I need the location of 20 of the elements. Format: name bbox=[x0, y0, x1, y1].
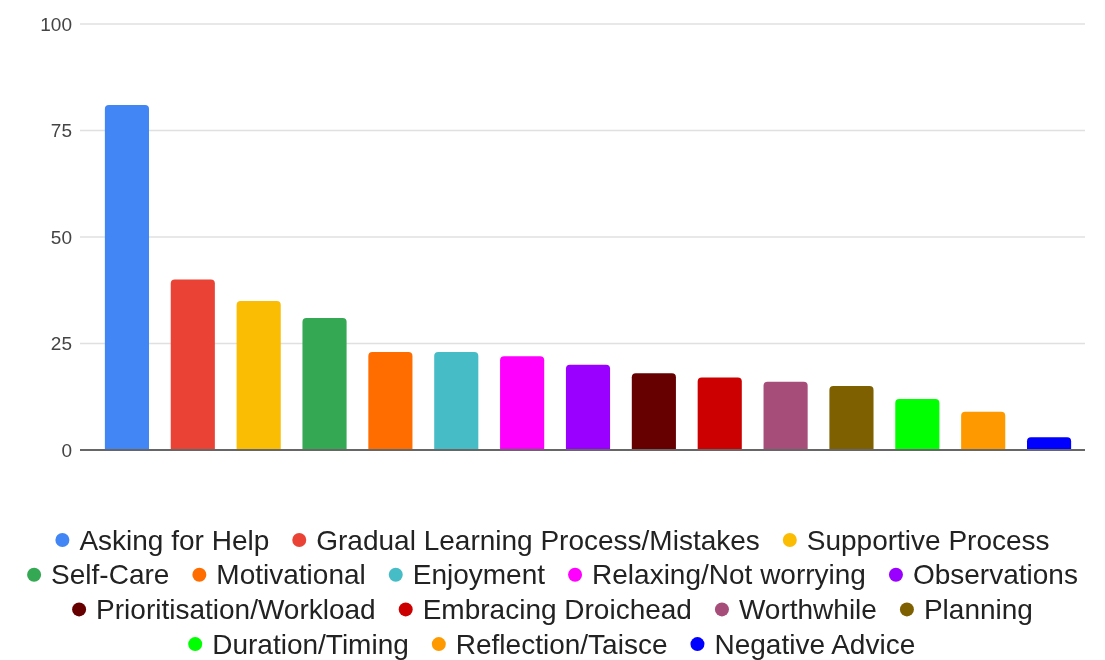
legend-label: Prioritisation/Workload bbox=[96, 593, 376, 625]
legend-label: Supportive Process bbox=[806, 524, 1050, 556]
legend-label: Motivational bbox=[216, 559, 366, 591]
y-tick-label: 100 bbox=[40, 13, 72, 35]
legend-label: Relaxing/Not worrying bbox=[592, 559, 866, 591]
legend-label: Embracing Droichead bbox=[422, 593, 692, 625]
y-tick-label: 75 bbox=[50, 120, 72, 141]
legend-label: Asking for Help bbox=[79, 524, 270, 556]
legend-label: Planning bbox=[923, 593, 1033, 625]
legend-label: Enjoyment bbox=[412, 559, 546, 591]
legend-label: Observations bbox=[912, 559, 1078, 591]
legend-label: Worthwhile bbox=[738, 593, 877, 625]
legend-label: Self-Care bbox=[51, 559, 170, 591]
legend-label: Reflection/Taisce bbox=[455, 628, 668, 660]
legend-label: Gradual Learning Process/Mistakes bbox=[316, 524, 760, 556]
legend-label: Duration/Timing bbox=[212, 628, 409, 660]
y-tick-label: 50 bbox=[50, 226, 72, 248]
y-tick-label: 0 bbox=[61, 439, 72, 461]
y-tick-label: 25 bbox=[50, 333, 72, 354]
legend-label: Negative Advice bbox=[714, 628, 916, 660]
